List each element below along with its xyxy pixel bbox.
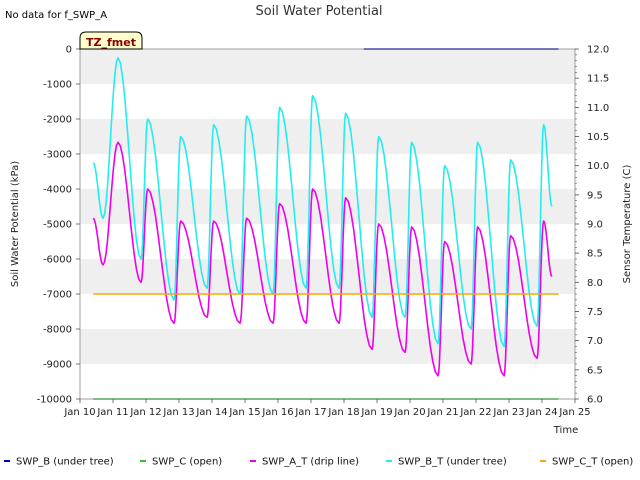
grid-bands <box>80 49 575 399</box>
y-right-tick-label: 10.5 <box>587 132 609 143</box>
legend-label: SWP_C_T (open) <box>552 457 633 468</box>
tz-badge: TZ_fmet <box>79 31 143 50</box>
x-tick-label: Jan 18 <box>327 407 359 418</box>
x-tick-label: Jan 17 <box>294 407 326 418</box>
y-left-tick-label: -7000 <box>43 290 72 301</box>
y-right-tick-label: 6.5 <box>587 365 603 376</box>
x-tick-label: Jan 12 <box>129 407 161 418</box>
tz-label: TZ_fmet <box>86 36 136 49</box>
y-right-tick-label: 7.0 <box>587 336 603 347</box>
legend-label: SWP_B_T (under tree) <box>398 457 507 468</box>
y-left-tick-label: -1000 <box>43 80 72 91</box>
y-left-tick-label: -6000 <box>43 255 72 266</box>
y-right-tick-label: 11.0 <box>587 103 609 114</box>
x-tick-label: Jan 24 <box>525 407 557 418</box>
grid-band <box>80 49 575 84</box>
chart-title: Soil Water Potential <box>255 4 382 19</box>
x-tick-label: Jan 22 <box>459 407 491 418</box>
series-line-swp-a-t-drip-line <box>92 141 553 377</box>
y-right-tick-label: 8.0 <box>587 278 603 289</box>
legend-label: SWP_A_T (drip line) <box>262 457 359 468</box>
no-data-note: No data for f_SWP_A <box>5 10 107 21</box>
y-left-tick-label: -9000 <box>43 360 72 371</box>
x-tick-label: Jan 13 <box>162 407 194 418</box>
y-left-tick-label: -2000 <box>43 115 72 126</box>
y-right-tick-label: 7.5 <box>587 307 603 318</box>
y-right-axis-title: Sensor Temperature (C) <box>622 165 633 284</box>
x-tick-label: Jan 21 <box>426 407 458 418</box>
y-left-tick-label: -5000 <box>43 220 72 231</box>
legend-label: SWP_C (open) <box>152 457 222 468</box>
y-right-tick-label: 6.0 <box>587 395 603 406</box>
y-left-tick-label: -8000 <box>43 325 72 336</box>
legend: SWP_B (under tree) SWP_C (open) SWP_A_T (d… <box>4 457 633 468</box>
grid-band <box>80 154 575 189</box>
y-left-tick-label: -3000 <box>43 150 72 161</box>
y-left-tick-label: -4000 <box>43 185 72 196</box>
grid-band <box>80 294 575 329</box>
x-tick-label: Jan 11 <box>96 407 128 418</box>
grid-band <box>80 224 575 259</box>
y-right-tick-label: 11.5 <box>587 74 609 85</box>
y-right-tick-label: 9.0 <box>587 220 603 231</box>
ticks-layer: 0 -1000 -2000 -3000 -4000 -5000 -6000 -7000 -800… <box>37 45 610 419</box>
x-tick-label: Jan 23 <box>492 407 524 418</box>
x-axis-title: Time <box>553 425 578 436</box>
x-tick-label: Jan 16 <box>261 407 293 418</box>
grid-band <box>80 119 575 154</box>
y-right-tick-label: 9.5 <box>587 190 603 201</box>
grid-band <box>80 84 575 119</box>
x-tick-label: Jan 19 <box>360 407 392 418</box>
y-right-tick-label: 8.5 <box>587 249 603 260</box>
x-tick-label: Jan 10 <box>63 407 95 418</box>
grid-band <box>80 364 575 399</box>
grid-band <box>80 329 575 364</box>
y-left-axis-title: Soil Water Potential (kPa) <box>10 161 21 287</box>
y-left-tick-label: 0 <box>66 45 72 56</box>
x-tick-label: Jan 20 <box>393 407 425 418</box>
y-right-tick-label: 10.0 <box>587 161 609 172</box>
series-line-swp-b-t-under-tree <box>92 57 553 348</box>
y-right-tick-label: 12.0 <box>587 45 609 56</box>
legend-label: SWP_B (under tree) <box>16 457 114 468</box>
x-tick-label: Jan 25 <box>558 407 590 418</box>
x-tick-label: Jan 15 <box>228 407 260 418</box>
x-tick-label: Jan 14 <box>195 407 227 418</box>
y-left-tick-label: -10000 <box>37 395 72 406</box>
